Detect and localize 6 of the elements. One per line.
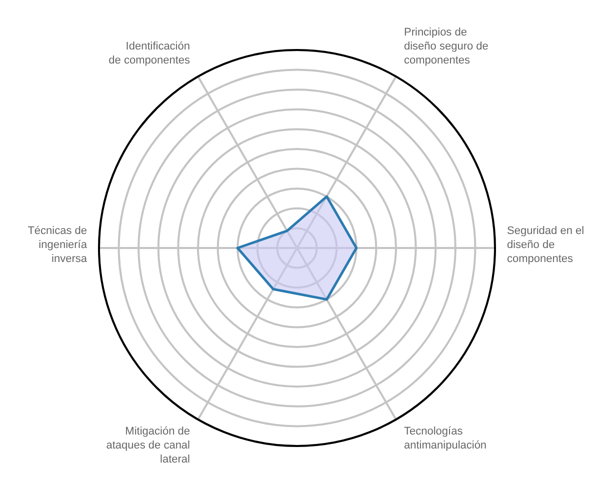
spoke-label: Seguridad en el diseño de componentes [507,225,584,265]
spoke-label: Principios de diseño seguro de componentes [404,26,488,67]
spoke-label: Tecnologías antimanipulación [404,425,487,452]
spoke-label: Identificación de componentes [108,40,190,67]
spoke-label: Técnicas de ingeniería inversa [28,225,88,265]
spoke-label: Mitigación de ataques de canal lateral [106,425,190,466]
